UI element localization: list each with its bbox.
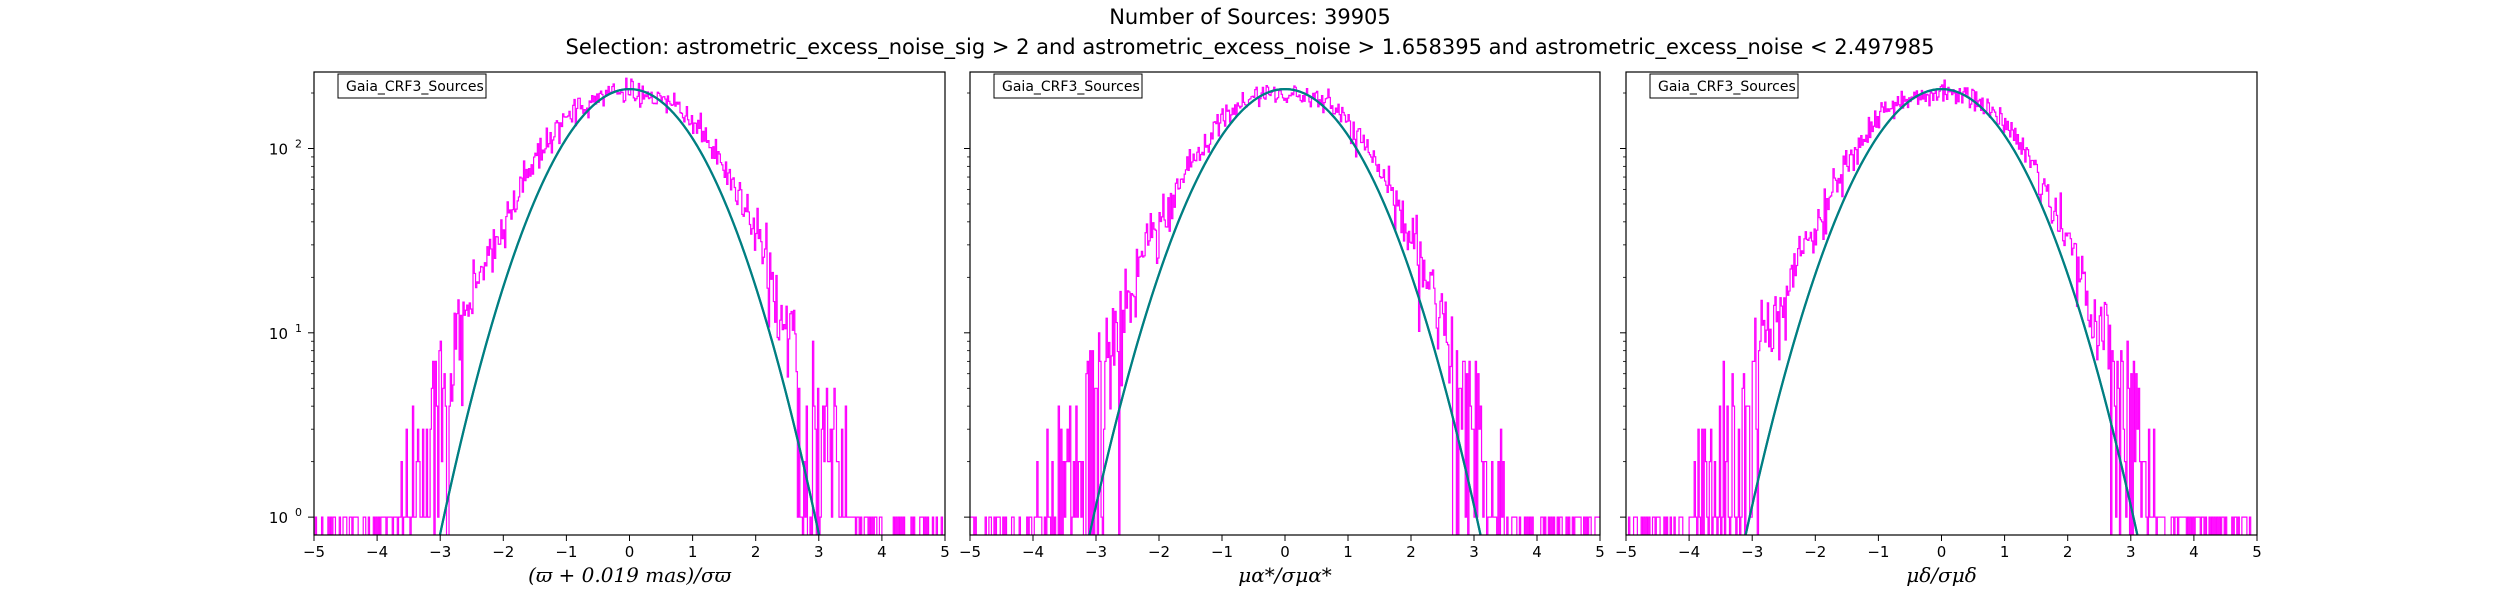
legend-label: Gaia_CRF3_Sources — [346, 79, 484, 95]
plot-area — [314, 77, 944, 535]
x-tick-label: −3 — [429, 543, 451, 561]
x-tick-label: 5 — [1595, 543, 1605, 561]
x-tick-label: −2 — [1148, 543, 1170, 561]
x-tick-label: 0 — [1937, 543, 1947, 561]
x-tick-label: −2 — [1804, 543, 1826, 561]
x-tick-label: 4 — [877, 543, 887, 561]
x-tick-label: 3 — [2126, 543, 2136, 561]
gaussian-fit-line-2 — [1088, 87, 1482, 535]
y-tick-label: 10 — [269, 325, 288, 343]
x-tick-label: −4 — [1022, 543, 1044, 561]
y-tick-exponent: 1 — [295, 322, 302, 335]
gaussian-fit-line-1 — [1744, 87, 2139, 535]
axes-frame — [313, 71, 946, 536]
legend-label: Gaia_CRF3_Sources — [1658, 79, 1796, 95]
chart-panel-3: −5 −4 −3 −2 −1 0 1 2 3 4 5 Gaia_CRF3_Sources μδ/σμδ — [1615, 71, 2262, 587]
plot-area — [1627, 79, 2252, 535]
x-tick-label: 2 — [2063, 543, 2073, 561]
figure-title-selection: Selection: astrometric_excess_noise_sig … — [565, 35, 1935, 59]
x-tick-label: 3 — [814, 543, 824, 561]
legend: Gaia_CRF3_Sources — [993, 73, 1143, 99]
y-tick-exponent: 2 — [295, 137, 302, 150]
chart-panel-2: −5 −4 −3 −2 −1 0 1 2 3 4 5 Gaia_CRF3_Sources μα*/σμα… — [959, 71, 1605, 587]
x-tick-label: 1 — [1343, 543, 1353, 561]
gaussian-fit-line-2 — [438, 87, 821, 535]
plot-area — [970, 85, 1600, 535]
x-axis-label: μδ/σμδ — [1906, 563, 1976, 587]
x-tick-label: −1 — [555, 543, 577, 561]
x-tick-label: −4 — [366, 543, 388, 561]
figure-title-count: Number of Sources: 39905 — [1109, 5, 1391, 29]
x-tick-label: −1 — [1211, 543, 1233, 561]
x-tick-label: 0 — [1280, 543, 1290, 561]
chart-panel-1: −5 −4 −3 −2 −1 0 1 2 3 4 5 10 0 10 1 10 2 Gaia_CRF3_Sourc… — [269, 71, 950, 587]
x-tick-label: −5 — [1615, 543, 1637, 561]
x-tick-label: 3 — [1469, 543, 1479, 561]
x-tick-label: 1 — [688, 543, 698, 561]
x-tick-label: −5 — [959, 543, 981, 561]
x-tick-label: −3 — [1741, 543, 1763, 561]
legend-box — [337, 73, 487, 99]
x-axis-label: (ϖ + 0.019 mas)/σϖ — [528, 563, 732, 587]
gaussian-fit-line-2 — [1744, 87, 2139, 535]
x-tick-label: −3 — [1085, 543, 1107, 561]
legend: Gaia_CRF3_Sources — [337, 73, 487, 99]
y-tick-label: 10 — [269, 140, 288, 158]
x-tick-label: 4 — [1532, 543, 1542, 561]
x-tick-label: 5 — [2252, 543, 2262, 561]
legend-box — [993, 73, 1143, 99]
legend-box — [1649, 73, 1799, 99]
histogram-series — [314, 77, 944, 535]
x-tick-label: −5 — [303, 543, 325, 561]
histogram-series — [970, 85, 1600, 535]
y-tick-exponent: 0 — [295, 506, 302, 519]
x-tick-label: −1 — [1867, 543, 1889, 561]
x-tick-label: 1 — [2000, 543, 2010, 561]
x-tick-label: 4 — [2189, 543, 2199, 561]
x-tick-label: 0 — [625, 543, 635, 561]
gaussian-fit-line-1 — [1088, 87, 1482, 535]
legend: Gaia_CRF3_Sources — [1649, 73, 1799, 99]
histogram-series — [1627, 79, 2252, 535]
legend-label: Gaia_CRF3_Sources — [1002, 79, 1140, 95]
y-tick-label: 10 — [269, 509, 288, 527]
x-tick-label: 2 — [1406, 543, 1416, 561]
x-tick-label: −2 — [492, 543, 514, 561]
gaussian-fit-line-1 — [438, 87, 821, 535]
x-tick-label: 2 — [751, 543, 761, 561]
x-axis-label: μα*/σμα* — [1238, 563, 1331, 587]
x-tick-label: −4 — [1678, 543, 1700, 561]
x-tick-label: 5 — [940, 543, 950, 561]
